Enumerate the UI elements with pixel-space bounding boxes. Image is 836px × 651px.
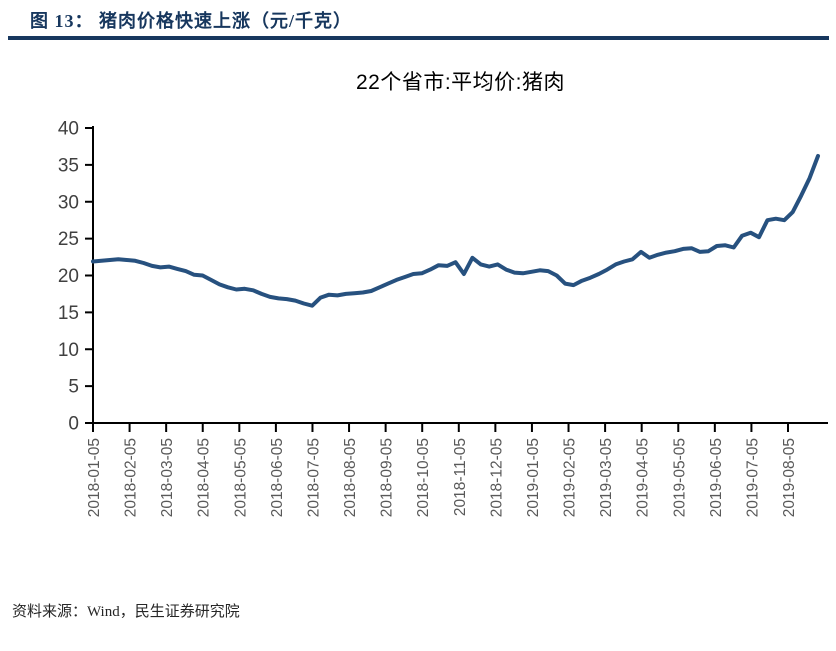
figure-caption: 图 13： 猪肉价格快速上涨（元/千克） [30,11,352,31]
x-tick-label: 2018-02-05 [123,438,140,517]
x-tick-label: 2018-09-05 [379,438,396,517]
x-tick-label: 2018-11-05 [452,438,469,516]
x-tick-label: 2019-06-05 [708,438,725,517]
price-line-series [91,154,820,308]
y-tick-label: 35 [58,155,79,176]
x-tick-label: 2018-10-05 [415,438,432,517]
x-tick-label: 2018-05-05 [232,438,249,517]
caption-divider-rule [8,36,829,40]
x-tick-label: 2018-01-05 [86,438,103,517]
y-tick-label: 20 [58,266,79,287]
chart-title: 22个省市:平均价:猪肉 [355,71,566,94]
x-tick-label: 2019-04-05 [635,438,652,517]
x-tick-label: 2018-08-05 [342,438,359,517]
y-tick-label: 25 [58,229,79,250]
y-tick-label: 40 [58,119,79,140]
x-tick-label: 2019-01-05 [525,438,542,517]
x-tick-label: 2018-04-05 [196,438,213,517]
x-tick-label: 2018-12-05 [488,438,505,517]
x-tick-label: 2019-02-05 [562,438,579,517]
x-tick-group: 2018-01-05 2018-02-05 2018-03-05 2018-04-05… [86,423,798,517]
x-tick-label: 2018-07-05 [305,438,322,517]
x-tick-label: 2019-03-05 [598,438,615,517]
x-tick-label: 2018-06-05 [269,438,286,517]
data-source-note: 资料来源：Wind，民生证券研究院 [12,604,240,620]
x-tick-label: 2019-05-05 [671,438,688,517]
y-tick-label: 30 [58,192,79,213]
x-tick-label: 2018-03-05 [159,438,176,517]
x-tick-label: 2019-07-05 [744,438,761,517]
y-tick-label: 5 [68,377,79,398]
y-tick-label: 15 [58,303,79,324]
y-tick-group: 0 5 10 15 20 25 30 35 40 [58,119,93,435]
x-tick-label: 2019-08-05 [781,438,798,517]
y-tick-label: 10 [58,340,79,361]
y-tick-label: 0 [68,414,79,435]
